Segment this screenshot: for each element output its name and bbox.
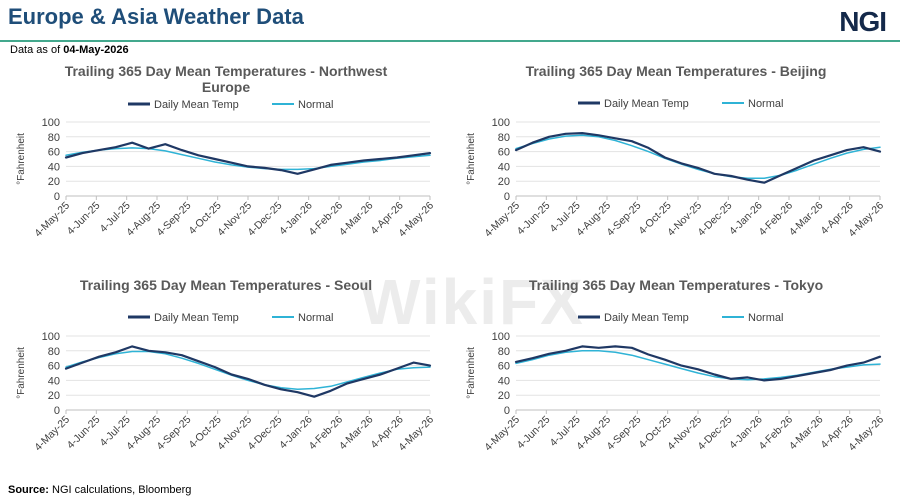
chart-seoul: Trailing 365 Day Mean Temperatures - Seo… [0,272,450,487]
ngi-logo: NGI [839,6,887,37]
y-tick-label: 80 [48,132,60,144]
normal-line [515,134,881,179]
legend-label: Normal [298,312,333,324]
chart-beijing: Trailing 365 Day Mean Temperatures - Bei… [450,58,900,273]
source-line: Source: NGI calculations, Bloomberg [8,484,191,496]
y-tick-label: 80 [48,346,60,358]
x-tick-label: 4-Mar-26 [787,414,826,453]
x-tick-label: 4-May-25 [32,200,72,240]
legend-label: Daily Mean Temp [154,312,239,324]
y-tick-label: 0 [504,191,510,203]
x-tick-label: 4-Mar-26 [337,200,376,239]
y-tick-label: 100 [492,117,510,129]
watermark: WikiFX [360,266,585,338]
legend-label: Daily Mean Temp [604,98,689,110]
daily-mean-temp-line [64,345,432,398]
y-axis-label: °Fahrenheit [466,133,477,185]
y-axis-label: °Fahrenheit [466,347,477,399]
chart-title-line: Europe [202,79,250,95]
y-tick-label: 60 [498,361,510,373]
y-tick-label: 60 [48,361,60,373]
x-tick-label: 4-May-25 [32,414,72,454]
normal-line [65,350,431,391]
y-axis-label: °Fahrenheit [16,347,27,399]
x-tick-label: 4-Mar-26 [787,200,826,239]
chart-svg: Trailing 365 Day Mean Temperatures - Nor… [16,63,436,240]
chart-title-line: Trailing 365 Day Mean Temperatures - Bei… [526,63,827,79]
y-tick-label: 20 [498,390,510,402]
y-tick-label: 60 [498,147,510,159]
legend-label: Normal [748,312,783,324]
legend-label: Daily Mean Temp [604,312,689,324]
y-tick-label: 0 [504,405,510,417]
date-value: 04-May-2026 [63,44,129,56]
daily-mean-temp-line [514,132,882,184]
date-label: Data as of [10,44,61,56]
x-tick-label: 4-Jun-25 [515,200,553,238]
chart-svg: Trailing 365 Day Mean Temperatures - Seo… [16,277,436,454]
y-tick-label: 0 [54,191,60,203]
data-date-line: Data as of 04-May-2026 [10,44,129,56]
header-divider [0,40,900,42]
y-tick-label: 20 [48,390,60,402]
x-tick-label: 4-May-25 [482,200,522,240]
chart-title-line: Trailing 365 Day Mean Temperatures - Seo… [80,277,372,293]
y-tick-label: 0 [54,405,60,417]
x-tick-label: 4-May-25 [482,414,522,454]
y-tick-label: 40 [48,375,60,387]
y-tick-label: 20 [48,176,60,188]
chart-svg: Trailing 365 Day Mean Temperatures - Bei… [466,63,886,240]
y-tick-label: 100 [42,331,60,343]
y-tick-label: 100 [492,331,510,343]
legend-label: Normal [298,99,333,111]
y-tick-label: 60 [48,147,60,159]
y-tick-label: 80 [498,346,510,358]
y-axis-label: °Fahrenheit [16,133,27,185]
legend-label: Daily Mean Temp [154,99,239,111]
source-text: NGI calculations, Bloomberg [52,484,192,496]
x-tick-label: 4-Jun-25 [515,414,553,452]
chart-title-line: Trailing 365 Day Mean Temperatures - Nor… [65,63,388,79]
y-tick-label: 40 [48,161,60,173]
y-tick-label: 100 [42,117,60,129]
chart-northwest-europe: Trailing 365 Day Mean Temperatures - Nor… [0,58,450,273]
chart-tokyo: Trailing 365 Day Mean Temperatures - Tok… [450,272,900,487]
source-label: Source: [8,484,49,496]
x-tick-label: 4-Mar-26 [337,414,376,453]
chart-svg: Trailing 365 Day Mean Temperatures - Tok… [466,277,886,454]
daily-mean-temp-line [64,141,432,175]
y-tick-label: 40 [498,161,510,173]
chart-title-line: Trailing 365 Day Mean Temperatures - Tok… [529,277,823,293]
legend-label: Normal [748,98,783,110]
y-tick-label: 40 [498,375,510,387]
daily-mean-temp-line [514,345,882,382]
x-tick-label: 4-Jun-25 [65,414,103,452]
y-tick-label: 80 [498,132,510,144]
page-title: Europe & Asia Weather Data [8,4,304,29]
y-tick-label: 20 [498,176,510,188]
x-tick-label: 4-Jun-25 [65,200,103,238]
